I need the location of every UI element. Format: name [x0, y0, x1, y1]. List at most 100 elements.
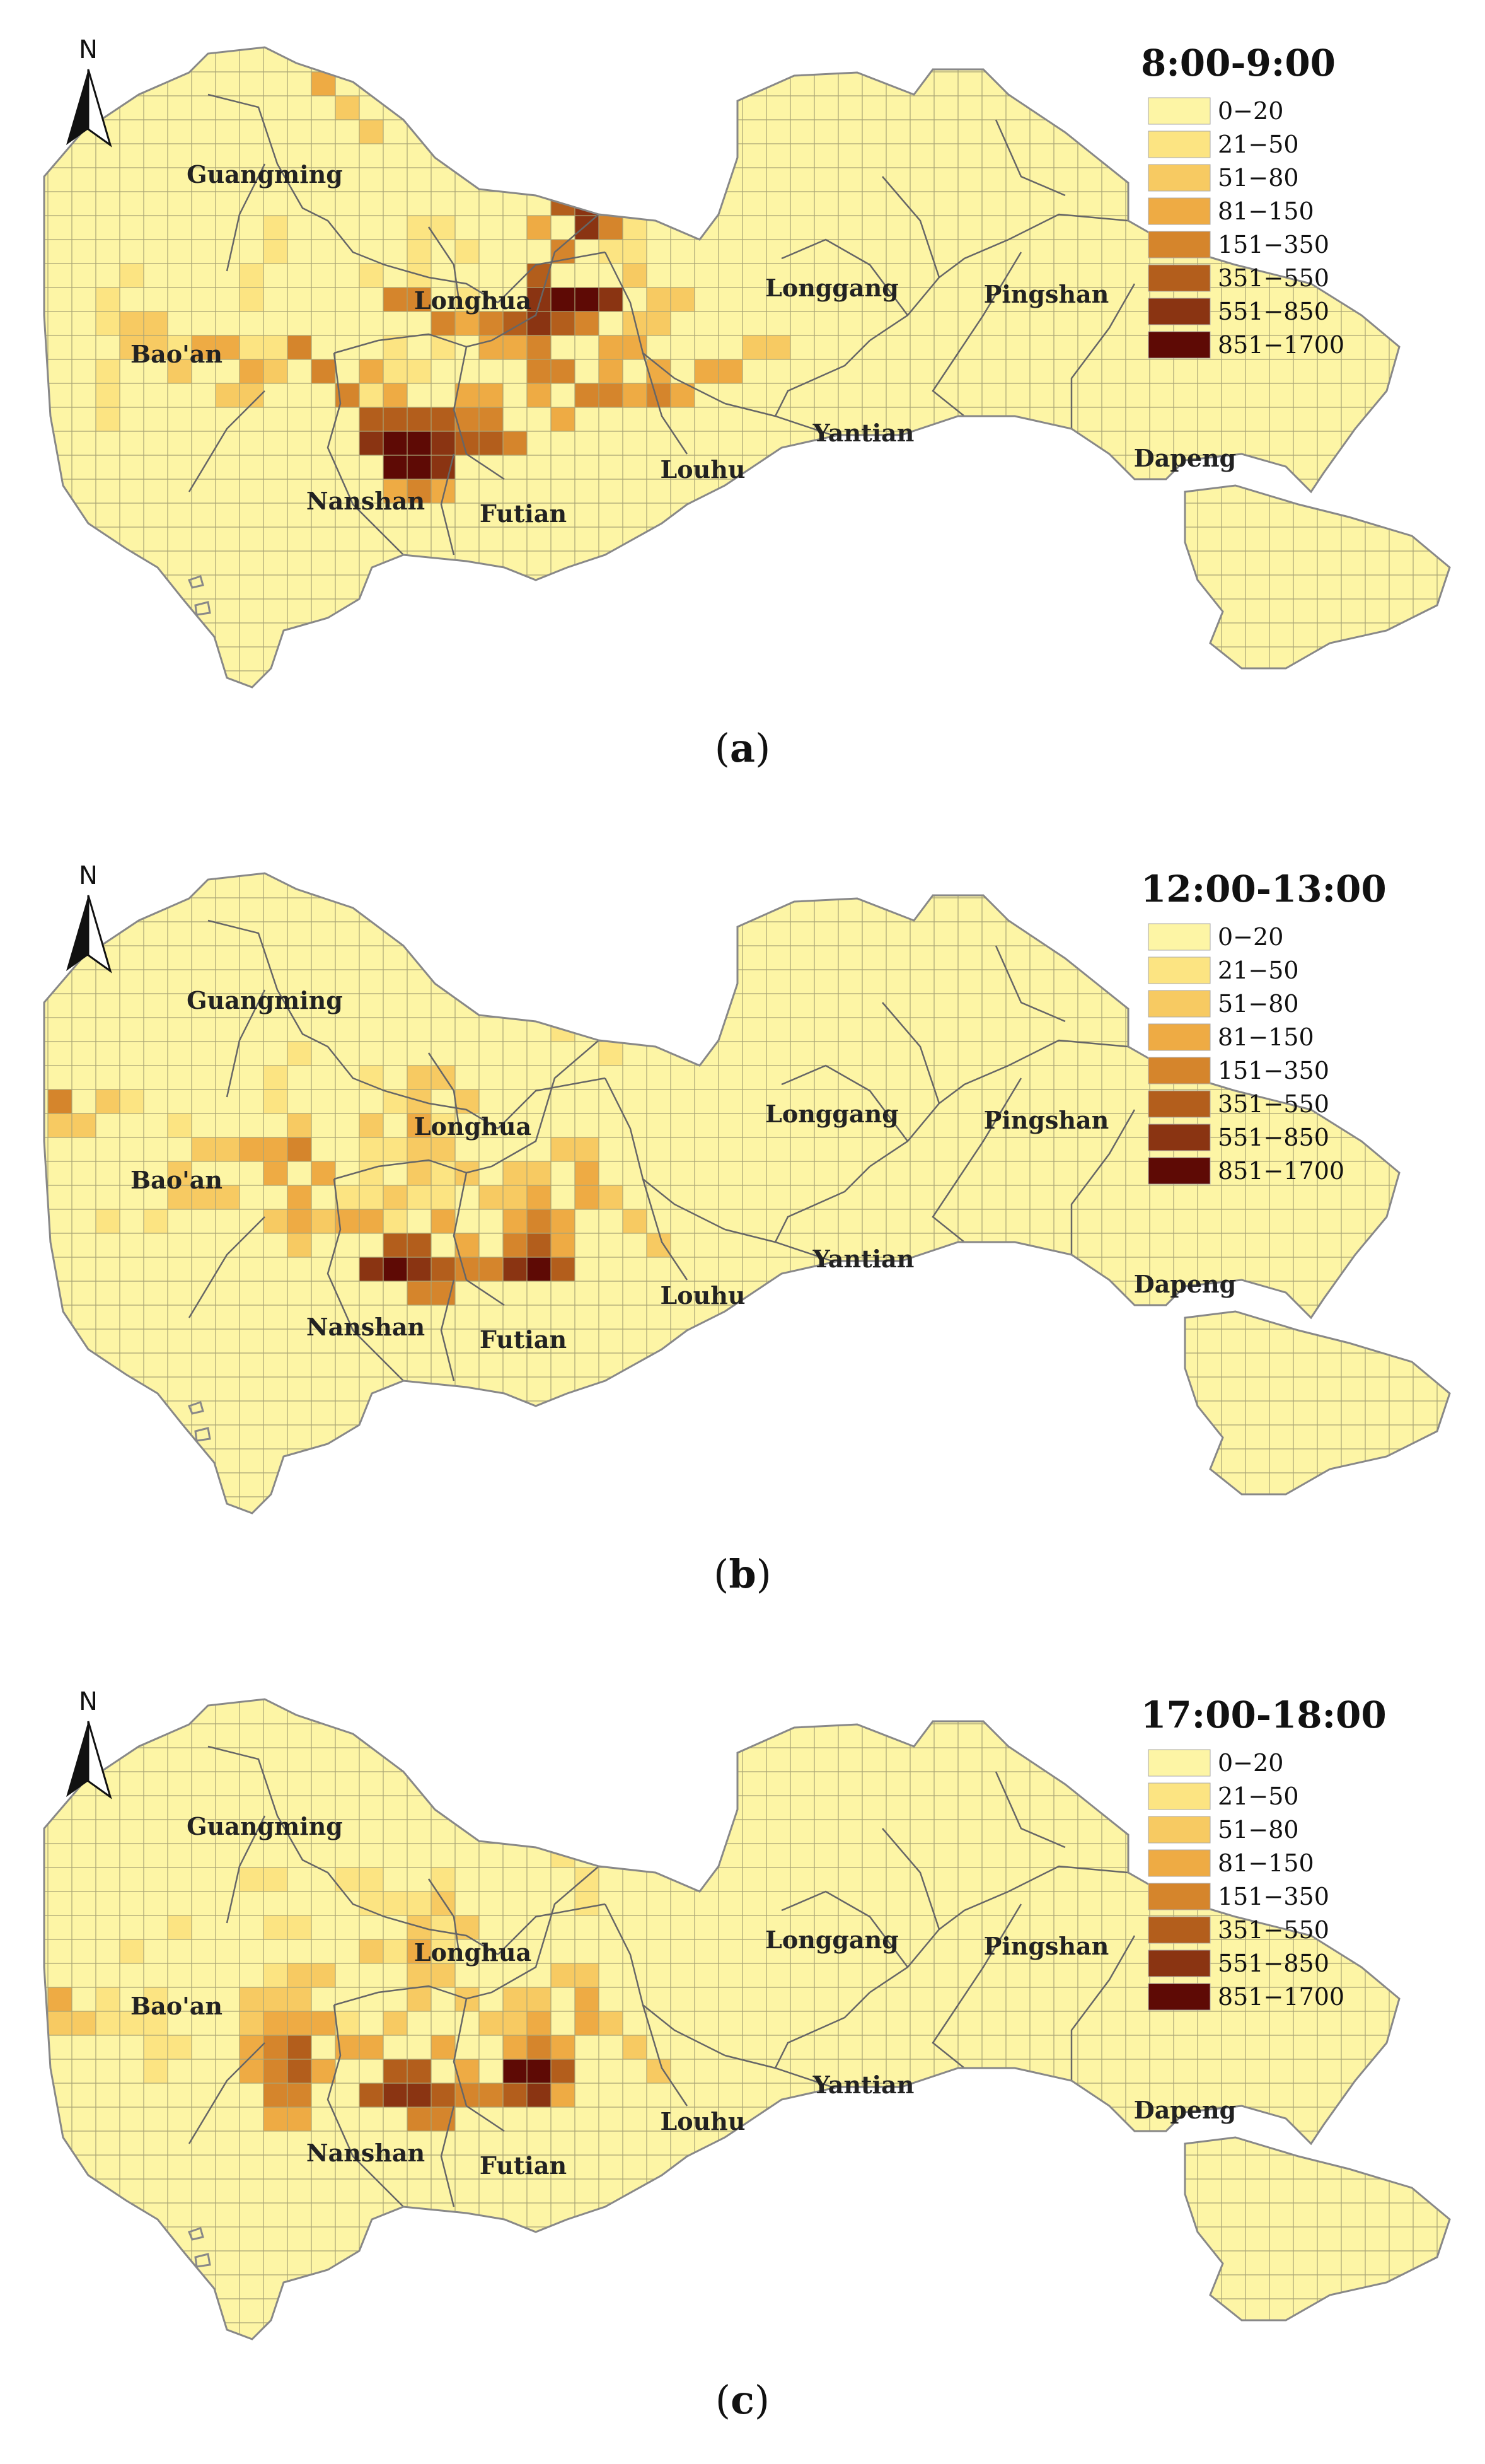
district-boundary	[188, 390, 265, 492]
grid-cell	[359, 1161, 383, 1185]
grid-cell	[96, 383, 120, 407]
grid-cell	[407, 455, 431, 479]
legend-swatch	[1148, 264, 1211, 292]
peninsula-outline	[1184, 2136, 1451, 2322]
grid-cell	[383, 288, 407, 311]
grid-cell	[287, 1987, 311, 2011]
district-boundary	[882, 176, 940, 278]
grid-cell	[599, 1042, 623, 1066]
north-arrow: N	[66, 35, 112, 148]
legend-title: 17:00-18:00	[1141, 1694, 1387, 1736]
coastline	[43, 872, 1451, 1514]
grid-cell	[359, 1939, 383, 1963]
district-boundary	[427, 226, 461, 310]
grid-cell	[168, 335, 192, 359]
grid-cell	[431, 455, 455, 479]
district-boundary	[188, 2042, 265, 2144]
grid-cell	[120, 1090, 144, 1113]
grid-cell	[431, 1939, 455, 1963]
district-boundary	[440, 1279, 455, 1381]
grid-cell	[407, 2083, 431, 2107]
grid-cell	[240, 359, 263, 383]
district-boundary	[427, 1878, 461, 1961]
grid-cell	[407, 1113, 431, 1137]
district-boundary	[226, 989, 266, 1098]
grid-cell	[120, 2011, 144, 2035]
north-arrow-left	[66, 895, 88, 971]
grid-cell	[407, 1892, 431, 1915]
grid-cell	[575, 1892, 599, 1915]
grid-cell	[503, 120, 527, 144]
caption-a: (a)	[714, 725, 771, 771]
grid-cell	[455, 48, 479, 72]
grid-cell	[192, 335, 216, 359]
district-boundary	[207, 1745, 499, 1956]
grid-cell	[263, 1137, 287, 1161]
grid-cell	[695, 359, 719, 383]
grid-cell	[503, 2035, 527, 2059]
grid-cell	[503, 1185, 527, 1209]
legend-label: 81−150	[1218, 1023, 1314, 1051]
grid-cell	[335, 96, 359, 120]
district-label: Futian	[480, 1325, 567, 1354]
district-label: Futian	[480, 499, 567, 528]
mainland-outline	[43, 46, 1401, 689]
district-boundary	[774, 1166, 870, 1243]
grid-cell	[623, 335, 647, 359]
caption-b: (b)	[714, 1551, 771, 1597]
grid-cell	[575, 1772, 599, 1796]
grid-cell	[527, 2011, 551, 2035]
district-label: Yantian	[812, 419, 915, 447]
district-boundaries	[188, 1745, 1136, 2207]
legend-label: 21−50	[1218, 131, 1299, 158]
grid-cell	[407, 48, 431, 72]
grid-cell	[575, 383, 599, 407]
grid-cell	[407, 359, 431, 383]
grid-cell	[527, 1987, 551, 2011]
grid-cell	[407, 1939, 431, 1963]
grid-cell	[431, 311, 455, 335]
grid-cell	[120, 1939, 144, 1963]
district-boundary	[642, 1178, 688, 1281]
grid-cell	[287, 2083, 311, 2107]
legend-label: 351−550	[1218, 1916, 1329, 1944]
district-boundary	[427, 1052, 461, 1136]
grid-cell	[527, 1161, 551, 1185]
grid-cell	[479, 1185, 503, 1209]
legend-swatch	[1148, 197, 1211, 225]
density-map-b: Guangming Longhua Longgang Pingshan Bao'an Ya…	[43, 861, 1451, 1514]
grid-cell	[431, 1113, 455, 1137]
grid-cell	[455, 2083, 479, 2107]
district-boundary	[1070, 1935, 1136, 2081]
grid-cell	[287, 1042, 311, 1066]
mainland-outline	[43, 1698, 1401, 2340]
district-label: Pingshan	[984, 1106, 1109, 1134]
legend-label: 151−350	[1218, 1883, 1329, 1910]
district-label: Longgang	[765, 1100, 899, 1128]
legend-swatch	[1148, 1983, 1211, 2011]
grid-cell	[168, 1161, 192, 1185]
grid-cell	[311, 2059, 335, 2083]
grid-cell	[383, 1939, 407, 1963]
district-boundary	[1070, 283, 1136, 429]
north-arrow-left	[66, 1721, 88, 1797]
caption-c: (c)	[715, 2377, 770, 2423]
grid-cell	[599, 288, 623, 311]
grid-cell	[407, 479, 431, 503]
grid-cell	[96, 1090, 120, 1113]
grid-cell	[527, 1185, 551, 1209]
grid-cell	[96, 311, 120, 335]
grid-cell	[479, 47, 503, 48]
grid-cell	[263, 2011, 287, 2035]
grid-cell	[263, 1915, 287, 1939]
grid-cell	[407, 407, 431, 431]
legend-swatch	[1148, 1090, 1211, 1118]
grid-cell	[479, 1257, 503, 1281]
legend-swatch	[1148, 1883, 1211, 1910]
grid-cell	[431, 1915, 455, 1939]
grid-cell	[383, 2059, 407, 2083]
grid-cell	[311, 2011, 335, 2035]
grid-cell	[263, 1090, 287, 1113]
grid-cell	[527, 2035, 551, 2059]
grid-cell	[359, 1185, 383, 1209]
